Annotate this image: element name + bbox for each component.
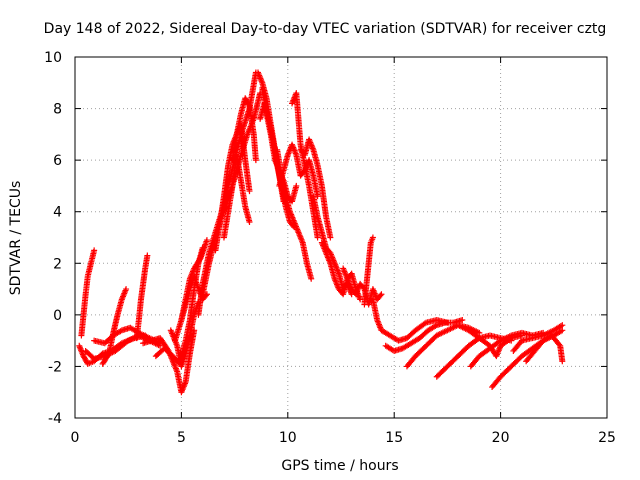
chart-title: Day 148 of 2022, Sidereal Day-to-day VTE…	[44, 21, 607, 37]
x-tick-label: 20	[492, 430, 510, 446]
x-tick-label: 25	[598, 430, 616, 446]
series-pass-02	[78, 247, 98, 339]
data-point	[559, 327, 566, 334]
data-point	[559, 322, 566, 329]
y-tick-label: 4	[53, 205, 62, 221]
data-point	[459, 317, 466, 324]
data-point	[245, 101, 252, 108]
data-point	[556, 341, 563, 348]
series-pass-28	[369, 296, 451, 344]
series-pass-29	[382, 317, 466, 354]
data-point	[203, 237, 210, 244]
y-axis-label: SDTVAR / TECUs	[8, 181, 24, 296]
series-pass-31	[433, 332, 515, 380]
data-point	[91, 247, 98, 254]
series-pass-36	[523, 332, 566, 365]
series-pass-20	[274, 146, 315, 282]
data-point	[293, 182, 300, 189]
x-tick-label: 10	[279, 430, 297, 446]
data-point	[105, 351, 112, 358]
x-tick-label: 0	[71, 430, 80, 446]
y-tick-label: 8	[53, 102, 62, 118]
data-point	[314, 234, 321, 241]
series-pass-25	[318, 239, 364, 303]
data-point	[308, 275, 315, 282]
series-pass-09	[167, 298, 202, 370]
y-tick-label: -2	[48, 359, 62, 375]
data-point	[202, 292, 209, 299]
data-point	[196, 256, 203, 263]
data-point	[476, 329, 483, 336]
series-pass-21	[276, 141, 321, 200]
data-point	[327, 234, 334, 241]
y-tick-label: -4	[48, 411, 62, 427]
plot-border	[74, 56, 608, 419]
x-axis-label: GPS time / hours	[281, 458, 398, 474]
plot-frame	[74, 56, 608, 419]
data-point	[123, 286, 130, 293]
series-pass-14	[212, 121, 253, 254]
data-point	[246, 219, 253, 226]
axis-ticks: 0 5 10 15 20 25 -4 -2 0 2 4 6 8 10	[44, 50, 616, 446]
data-point	[559, 358, 566, 365]
y-tick-label: 10	[44, 50, 62, 66]
data-point	[252, 157, 259, 164]
data-point	[421, 320, 428, 327]
series-pass-06	[133, 252, 151, 342]
data-point	[377, 292, 384, 299]
y-tick-label: 2	[53, 256, 62, 272]
series-pass-05	[99, 286, 130, 367]
data-point	[246, 188, 253, 195]
x-tick-label: 15	[385, 430, 403, 446]
series-pass-15	[220, 151, 253, 241]
x-tick-label: 5	[177, 430, 186, 446]
series-pass-07	[140, 327, 198, 396]
series-pass-16	[229, 95, 259, 164]
data-point	[144, 252, 151, 259]
series-pass-32	[455, 322, 525, 360]
series-pass-27	[361, 234, 376, 308]
grid-lines	[75, 57, 607, 418]
y-tick-label: 6	[53, 153, 62, 169]
series-pass-35	[510, 322, 566, 354]
data-point	[369, 234, 376, 241]
data-markers	[76, 69, 566, 396]
data-point	[378, 291, 385, 298]
series-pass-23	[297, 136, 334, 241]
y-tick-label: 0	[53, 308, 62, 324]
